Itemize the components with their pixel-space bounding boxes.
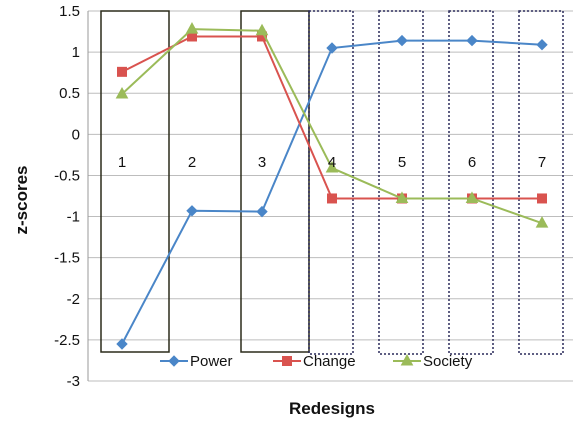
data-point-society	[255, 23, 269, 36]
data-point-society	[535, 216, 549, 228]
data-point-power	[536, 39, 548, 51]
y-tick-label: 0	[72, 126, 80, 143]
data-point-power	[396, 34, 408, 47]
category-label: 5	[398, 154, 406, 171]
data-point-society	[465, 191, 479, 203]
data-point-change	[327, 193, 337, 204]
redesign-box-solid	[100, 10, 170, 353]
data-point-power	[326, 42, 338, 54]
y-axis-title: z-scores	[12, 166, 31, 235]
category-label: 3	[258, 154, 266, 171]
y-tick-label: -2.5	[54, 332, 80, 349]
data-point-society	[115, 87, 129, 99]
legend-marker-change	[282, 356, 292, 366]
data-point-society	[325, 161, 339, 173]
data-point-society	[185, 22, 199, 34]
redesign-box-dotted	[518, 10, 564, 355]
data-point-power	[116, 338, 128, 350]
x-axis-title: Redesigns	[289, 399, 375, 418]
data-point-power	[186, 205, 198, 217]
y-tick-label: -2	[67, 291, 80, 308]
y-tick-label: -1.5	[54, 250, 80, 267]
y-tick-label: -1	[67, 209, 80, 226]
category-label: 6	[468, 154, 476, 171]
data-point-change	[537, 193, 547, 204]
data-point-power	[466, 34, 478, 47]
redesign-box-dotted	[308, 10, 354, 355]
data-point-society	[395, 191, 409, 203]
y-tick-label: -3	[67, 373, 80, 390]
legend-label-power: Power	[190, 353, 233, 370]
data-point-power	[256, 205, 268, 218]
legend-label-change: Change	[303, 353, 356, 370]
redesign-box-dotted	[448, 10, 494, 355]
category-label: 4	[328, 154, 336, 171]
legend-marker-society	[400, 353, 414, 366]
redesign-box-solid	[240, 10, 310, 353]
redesign-box-dotted	[378, 10, 424, 355]
legend-marker-power	[168, 355, 180, 367]
category-label: 1	[118, 154, 126, 171]
data-point-change	[117, 66, 127, 77]
y-tick-label: -0.5	[54, 167, 80, 184]
y-tick-label: 1.5	[59, 3, 80, 20]
category-label: 2	[188, 154, 196, 171]
category-label: 7	[538, 154, 546, 171]
y-tick-label: 0.5	[59, 85, 80, 102]
y-tick-label: 1	[72, 44, 80, 61]
legend-label-society: Society	[423, 353, 473, 370]
series-line-change	[121, 35, 542, 200]
